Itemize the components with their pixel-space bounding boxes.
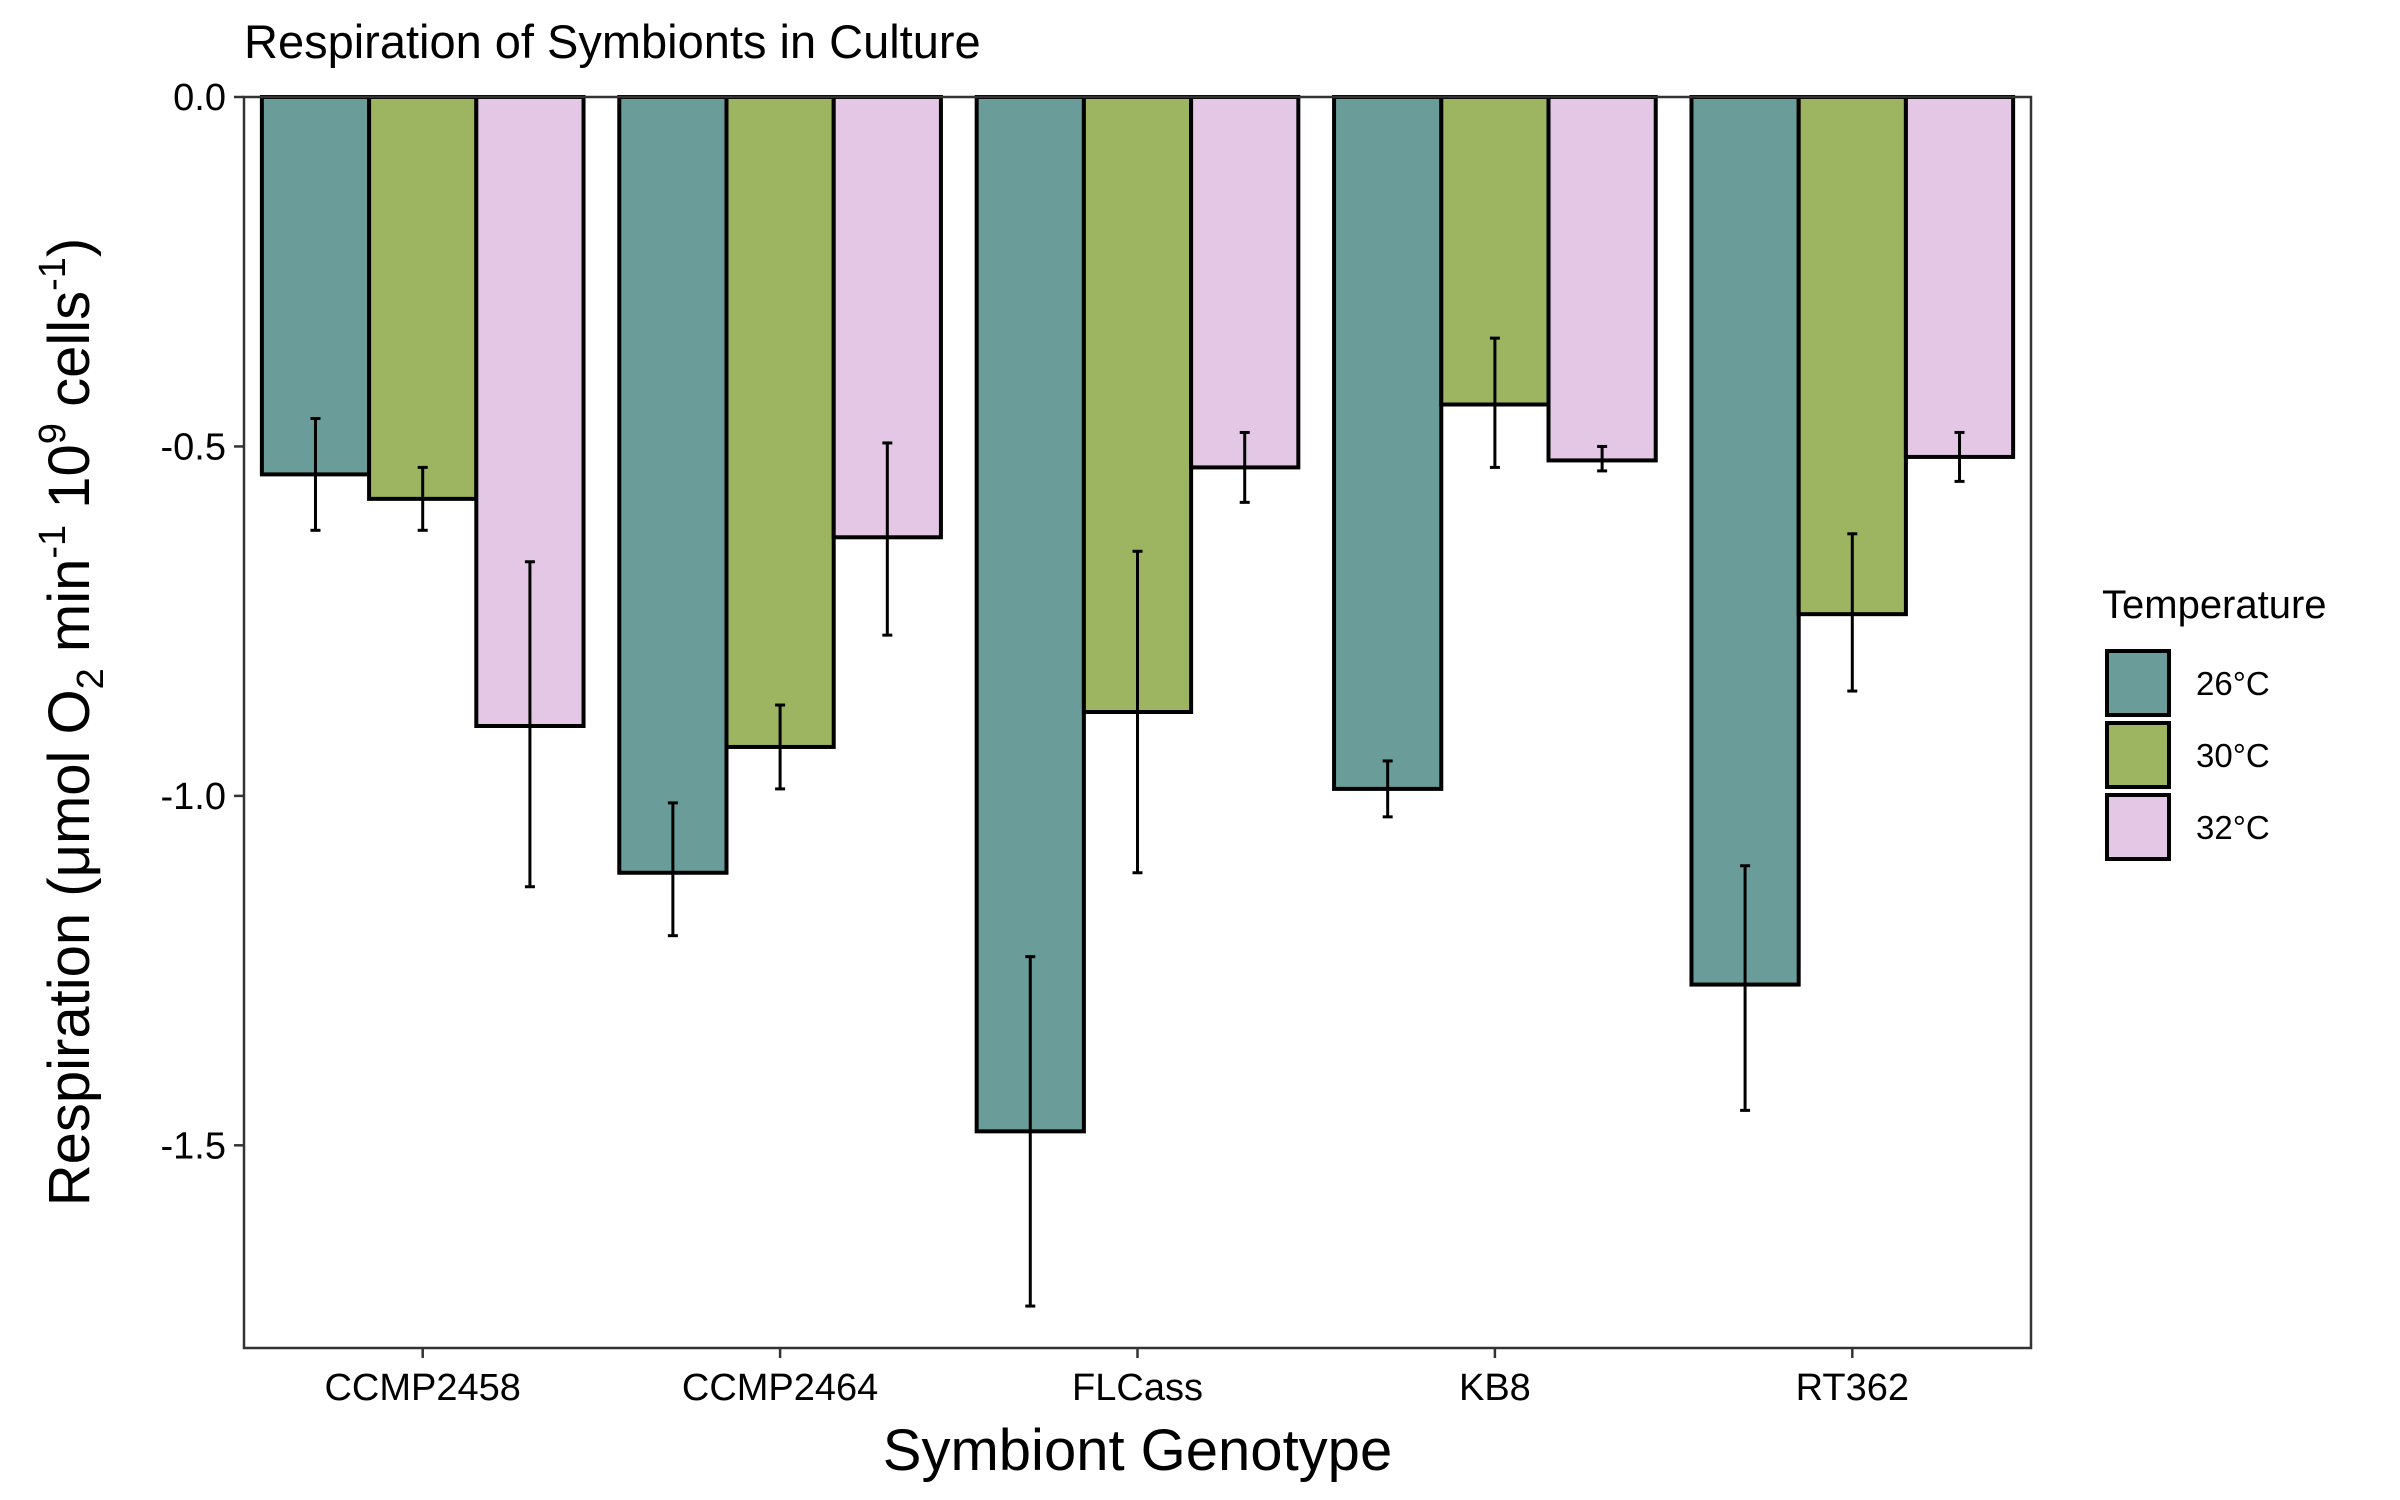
error-bar-ccmp2458-32-c	[524, 560, 535, 889]
error-bar-rt362-30-c	[1847, 532, 1858, 693]
x-tick-label-ccmp2464: CCMP2464	[682, 1367, 878, 1409]
bar-rt362-26-c	[1689, 95, 1801, 987]
bar-ccmp2464-30-c	[724, 95, 836, 749]
y-axis-title-cells: cells	[37, 291, 102, 423]
error-bar-rt362-26-c	[1740, 864, 1751, 1112]
error-bar-ccmp2458-26-c	[310, 416, 321, 532]
chart-title: Respiration of Symbionts in Culture	[244, 15, 981, 68]
y-axis-title-prefix: Respiration (μmol O	[37, 689, 102, 1206]
y-tick-label-0: 0.0	[173, 77, 226, 119]
y-axis-title-suffix: )	[37, 238, 102, 257]
y-axis: 0.0 -0.5 -1.0 -1.5	[161, 77, 244, 1167]
legend-title: Temperature	[2102, 583, 2327, 627]
x-tick-label-rt362: RT362	[1796, 1367, 1909, 1409]
legend-swatch-32-c	[2105, 793, 2171, 861]
error-bar-ccmp2464-30-c	[775, 703, 786, 791]
bar-flcass-32-c	[1189, 95, 1301, 470]
bar-kb8-26-c	[1332, 95, 1444, 791]
error-bar-ccmp2464-26-c	[667, 801, 678, 938]
y-axis-title-ten-superscript: 9	[32, 423, 74, 444]
y-axis-title-min: min	[37, 559, 102, 669]
error-bar-flcass-30-c	[1132, 549, 1143, 875]
legend: Temperature 26°C 30°C 32°C	[2102, 583, 2327, 861]
y-axis-title: Respiration (μmol O2 min-1 109 cells-1)	[32, 238, 112, 1206]
error-bar-kb8-26-c	[1382, 759, 1393, 819]
error-bar-rt362-32-c	[1954, 430, 1965, 483]
x-tick-label-ccmp2458: CCMP2458	[324, 1367, 520, 1409]
error-bars-layer	[310, 336, 1965, 1308]
legend-label-32-c: 32°C	[2196, 809, 2270, 846]
y-axis-title-ten: 10	[37, 444, 102, 525]
legend-label-30-c: 30°C	[2196, 737, 2270, 774]
y-tick-label-3: -1.5	[161, 1125, 226, 1167]
legend-swatch-30-c	[2105, 721, 2171, 789]
bar-ccmp2464-26-c	[617, 95, 729, 875]
bars-layer	[259, 95, 2016, 1134]
bar-kb8-32-c	[1546, 95, 1658, 463]
y-axis-title-cells-superscript: -1	[32, 257, 74, 291]
error-bar-ccmp2464-32-c	[882, 441, 893, 637]
bar-ccmp2458-30-c	[367, 95, 479, 501]
x-axis-title: Symbiont Genotype	[883, 1418, 1392, 1483]
bar-rt362-32-c	[1903, 95, 2016, 459]
legend-label-26-c: 26°C	[2196, 665, 2270, 702]
error-bar-flcass-26-c	[1025, 955, 1036, 1308]
bar-ccmp2458-26-c	[259, 95, 372, 477]
legend-swatch-26-c	[2105, 649, 2171, 717]
y-tick-label-1: -0.5	[161, 426, 226, 468]
x-axis: CCMP2458 CCMP2464 FLCass KB8 RT362	[324, 1348, 1909, 1409]
error-bar-ccmp2458-30-c	[417, 465, 428, 532]
y-tick-label-2: -1.0	[161, 776, 226, 818]
x-tick-label-flcass: FLCass	[1072, 1367, 1203, 1409]
error-bar-flcass-32-c	[1239, 430, 1250, 504]
error-bar-kb8-32-c	[1597, 444, 1608, 473]
legend-items: 26°C 30°C 32°C	[2105, 649, 2270, 861]
error-bar-kb8-30-c	[1489, 336, 1500, 469]
x-tick-label-kb8: KB8	[1459, 1367, 1531, 1409]
y-axis-title-o2-subscript: 2	[70, 668, 112, 689]
y-axis-title-min-superscript: -1	[32, 525, 74, 559]
